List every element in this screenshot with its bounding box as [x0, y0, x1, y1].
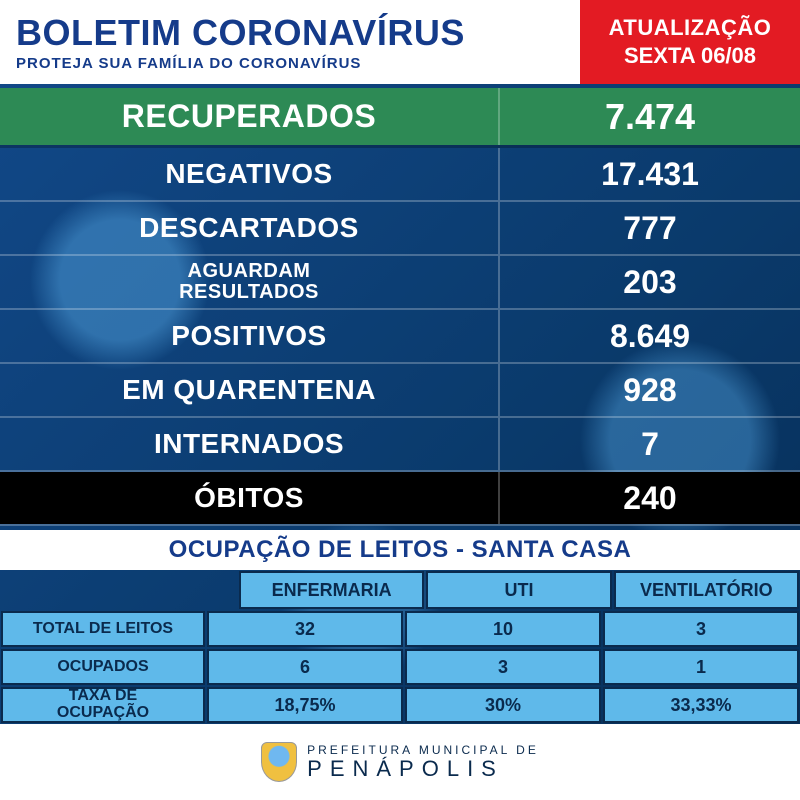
occupancy-cell: 18,75% — [207, 687, 403, 723]
stats-label: EM QUARENTENA — [0, 364, 500, 416]
stats-row: POSITIVOS8.649 — [0, 310, 800, 364]
occupancy-col-header: UTI — [426, 571, 611, 609]
update-date: SEXTA 06/08 — [624, 43, 756, 69]
bulletin-subtitle: PROTEJA SUA FAMÍLIA DO CORONAVÍRUS — [16, 55, 564, 72]
update-badge: ATUALIZAÇÃO SEXTA 06/08 — [580, 0, 800, 84]
stats-row: RECUPERADOS7.474 — [0, 88, 800, 148]
occupancy-row-label: TAXA DE OCUPAÇÃO — [1, 687, 205, 723]
stats-value: 7.474 — [500, 88, 800, 145]
occupancy-col-header: VENTILATÓRIO — [614, 571, 799, 609]
occupancy-cell: 3 — [603, 611, 799, 647]
stats-label: AGUARDAM RESULTADOS — [0, 256, 500, 308]
stats-value: 17.431 — [500, 148, 800, 200]
stats-label: NEGATIVOS — [0, 148, 500, 200]
stats-label: RECUPERADOS — [0, 88, 500, 145]
occupancy-row: TAXA DE OCUPAÇÃO18,75%30%33,33% — [0, 686, 800, 724]
occupancy-cell: 33,33% — [603, 687, 799, 723]
stats-label: INTERNADOS — [0, 418, 500, 470]
occupancy-cell: 10 — [405, 611, 601, 647]
footer-city: PENÁPOLIS — [307, 758, 539, 780]
header-left: BOLETIM CORONAVÍRUS PROTEJA SUA FAMÍLIA … — [0, 0, 580, 84]
occupancy-row: OCUPADOS631 — [0, 648, 800, 686]
stats-label: DESCARTADOS — [0, 202, 500, 254]
occupancy-cell: 1 — [603, 649, 799, 685]
occupancy-spacer — [1, 571, 237, 609]
stats-table: RECUPERADOS7.474NEGATIVOS17.431DESCARTAD… — [0, 88, 800, 526]
occupancy-cell: 3 — [405, 649, 601, 685]
occupancy-title: OCUPAÇÃO DE LEITOS - SANTA CASA — [0, 530, 800, 570]
occupancy-table: ENFERMARIAUTIVENTILATÓRIOTOTAL DE LEITOS… — [0, 570, 800, 724]
stats-label: POSITIVOS — [0, 310, 500, 362]
stats-value: 8.649 — [500, 310, 800, 362]
stats-value: 203 — [500, 256, 800, 308]
stats-value: 240 — [500, 472, 800, 524]
stats-row: ÓBITOS240 — [0, 472, 800, 526]
footer-line1: PREFEITURA MUNICIPAL DE — [307, 744, 539, 756]
stats-value: 777 — [500, 202, 800, 254]
occupancy-cell: 6 — [207, 649, 403, 685]
occupancy-cell: 32 — [207, 611, 403, 647]
occupancy-cell: 30% — [405, 687, 601, 723]
stats-row: DESCARTADOS777 — [0, 202, 800, 256]
header: BOLETIM CORONAVÍRUS PROTEJA SUA FAMÍLIA … — [0, 0, 800, 84]
stats-value: 928 — [500, 364, 800, 416]
stats-value: 7 — [500, 418, 800, 470]
occupancy-header-row: ENFERMARIAUTIVENTILATÓRIO — [0, 570, 800, 610]
occupancy-row-label: TOTAL DE LEITOS — [1, 611, 205, 647]
occupancy-row-label: OCUPADOS — [1, 649, 205, 685]
stats-row: EM QUARENTENA928 — [0, 364, 800, 418]
stats-row: AGUARDAM RESULTADOS203 — [0, 256, 800, 310]
stats-row: NEGATIVOS17.431 — [0, 148, 800, 202]
stats-row: INTERNADOS7 — [0, 418, 800, 472]
municipality-crest-icon — [261, 742, 297, 782]
occupancy-col-header: ENFERMARIA — [239, 571, 424, 609]
footer-text: PREFEITURA MUNICIPAL DE PENÁPOLIS — [307, 744, 539, 780]
stats-label: ÓBITOS — [0, 472, 500, 524]
bulletin-title: BOLETIM CORONAVÍRUS — [16, 15, 564, 51]
footer: PREFEITURA MUNICIPAL DE PENÁPOLIS — [0, 724, 800, 800]
bulletin-container: BOLETIM CORONAVÍRUS PROTEJA SUA FAMÍLIA … — [0, 0, 800, 800]
update-label: ATUALIZAÇÃO — [609, 15, 772, 41]
occupancy-row: TOTAL DE LEITOS32103 — [0, 610, 800, 648]
